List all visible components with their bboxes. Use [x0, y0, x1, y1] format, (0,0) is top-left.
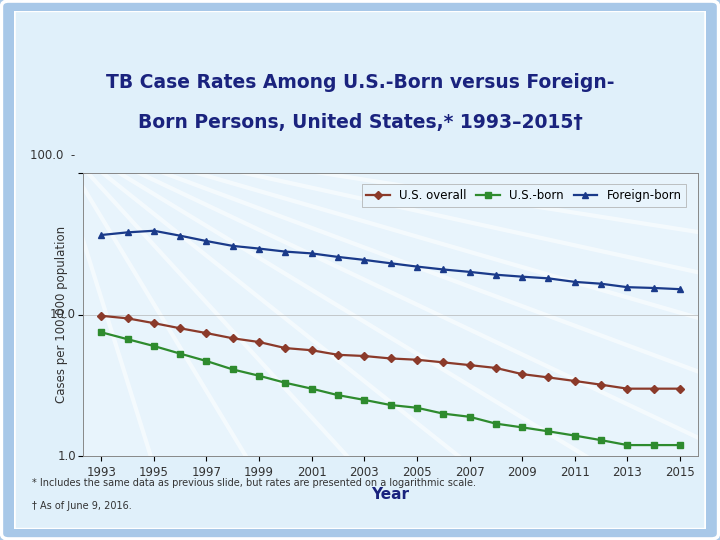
U.S.-born [176, 350, 184, 357]
Line: U.S. overall: U.S. overall [99, 313, 683, 392]
Foreign-born [176, 232, 184, 239]
Foreign-born [623, 284, 631, 291]
Foreign-born [675, 286, 684, 293]
U.S. overall [623, 386, 631, 392]
Foreign-born [465, 268, 474, 275]
U.S. overall [123, 315, 132, 322]
U.S.-born [649, 442, 658, 448]
U.S.-born [492, 421, 500, 427]
U.S.-born [570, 433, 579, 439]
Text: † As of June 9, 2016.: † As of June 9, 2016. [32, 501, 132, 511]
U.S. overall [333, 352, 342, 358]
U.S.-born [255, 373, 264, 379]
Y-axis label: Cases per 100,000 population: Cases per 100,000 population [55, 226, 68, 403]
U.S.-born [281, 380, 289, 386]
U.S. overall [465, 362, 474, 368]
Foreign-born [387, 260, 395, 267]
Foreign-born [597, 280, 606, 287]
Text: 1.0: 1.0 [57, 450, 76, 463]
U.S.-born [387, 402, 395, 408]
U.S.-born [544, 428, 553, 435]
Foreign-born [360, 256, 369, 263]
Text: Born Persons, United States,* 1993–2015†: Born Persons, United States,* 1993–2015† [138, 113, 582, 132]
U.S. overall [202, 330, 211, 336]
U.S.-born [518, 424, 526, 430]
Foreign-born [255, 245, 264, 252]
Foreign-born [281, 248, 289, 255]
FancyBboxPatch shape [14, 11, 706, 529]
Foreign-born [150, 227, 158, 234]
U.S.-born [439, 410, 448, 417]
U.S.-born [360, 397, 369, 403]
Text: TB Case Rates Among U.S.-Born versus Foreign-: TB Case Rates Among U.S.-Born versus For… [106, 73, 614, 92]
Foreign-born [123, 229, 132, 235]
U.S. overall [518, 371, 526, 377]
U.S.-born [97, 329, 106, 335]
Line: Foreign-born: Foreign-born [98, 227, 683, 293]
U.S. overall [544, 374, 553, 381]
U.S.-born [675, 442, 684, 448]
U.S. overall [360, 353, 369, 359]
U.S.-born [228, 366, 237, 373]
U.S. overall [675, 386, 684, 392]
U.S. overall [413, 356, 421, 363]
Foreign-born [228, 242, 237, 249]
Foreign-born [492, 272, 500, 278]
U.S. overall [439, 359, 448, 366]
Foreign-born [439, 266, 448, 273]
Foreign-born [544, 275, 553, 281]
Text: 10.0: 10.0 [50, 308, 76, 321]
U.S. overall [281, 345, 289, 352]
U.S.-born [413, 404, 421, 411]
Legend: U.S. overall, U.S.-born, Foreign-born: U.S. overall, U.S.-born, Foreign-born [361, 184, 686, 207]
Foreign-born [413, 264, 421, 270]
U.S.-born [150, 343, 158, 349]
Foreign-born [307, 250, 316, 256]
Foreign-born [570, 279, 579, 285]
Foreign-born [97, 232, 106, 238]
U.S.-born [307, 386, 316, 392]
Line: U.S.-born: U.S.-born [99, 329, 683, 448]
U.S. overall [97, 313, 106, 319]
U.S. overall [492, 364, 500, 371]
Foreign-born [202, 238, 211, 244]
U.S. overall [570, 377, 579, 384]
Text: * Includes the same data as previous slide, but rates are presented on a logarit: * Includes the same data as previous sli… [32, 478, 477, 488]
Foreign-born [333, 254, 342, 260]
U.S. overall [150, 320, 158, 326]
U.S.-born [597, 437, 606, 443]
U.S.-born [123, 336, 132, 342]
U.S.-born [623, 442, 631, 448]
Foreign-born [649, 285, 658, 291]
X-axis label: Year: Year [372, 488, 410, 502]
Text: 100.0  -: 100.0 - [30, 148, 76, 161]
U.S. overall [649, 386, 658, 392]
U.S.-born [333, 392, 342, 399]
U.S. overall [597, 381, 606, 388]
U.S. overall [228, 335, 237, 341]
U.S.-born [465, 414, 474, 420]
U.S. overall [307, 347, 316, 354]
Foreign-born [518, 273, 526, 280]
U.S. overall [255, 339, 264, 345]
U.S. overall [176, 325, 184, 332]
U.S.-born [202, 358, 211, 365]
U.S. overall [387, 355, 395, 362]
